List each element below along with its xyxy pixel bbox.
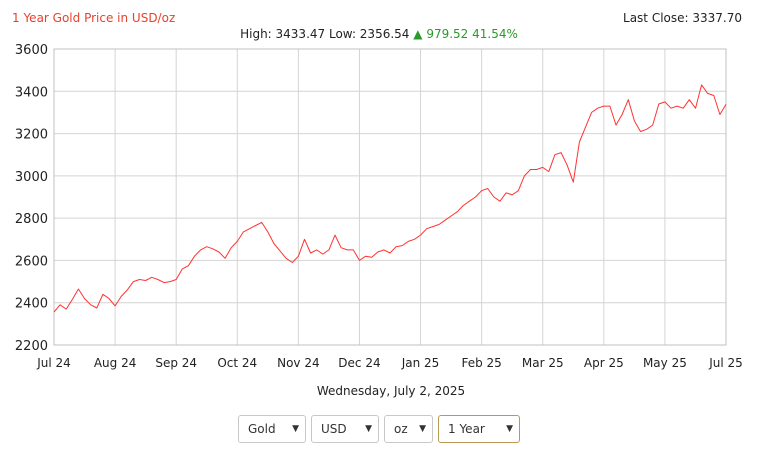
y-tick-label: 2200 <box>15 339 48 354</box>
period-select[interactable]: 1 Year ▼ <box>438 415 520 443</box>
x-axis: Jul 24 Aug 24 Sep 24 Oct 24 Nov 24 Dec 24 Jan … <box>36 356 743 370</box>
x-tick-label: Jul 24 <box>36 356 71 370</box>
up-arrow-icon: ▲ <box>413 27 423 41</box>
change-value: 979.52 41.54% <box>426 27 518 41</box>
unit-select-value: oz <box>394 422 408 436</box>
current-date: Wednesday, July 2, 2025 <box>316 384 466 398</box>
x-tick-label: Dec 24 <box>338 356 380 370</box>
plot-border <box>53 48 727 346</box>
chevron-down-icon: ▼ <box>419 424 426 434</box>
chevron-down-icon: ▼ <box>292 424 299 434</box>
x-tick-label: Feb 25 <box>461 356 501 370</box>
y-tick-label: 3400 <box>15 85 48 100</box>
high-low-values: High: 3433.47 Low: 2356.54 <box>240 27 410 41</box>
high-low-summary: High: 3433.47 Low: 2356.54 ▲ 979.52 41.5… <box>0 27 758 41</box>
metal-select-value: Gold <box>248 422 276 436</box>
x-tick-label: Oct 24 <box>217 356 257 370</box>
x-tick-label: Apr 25 <box>584 356 624 370</box>
y-tick-label: 3000 <box>15 170 48 185</box>
chart-title: 1 Year Gold Price in USD/oz <box>12 11 176 25</box>
price-series-line <box>53 84 727 313</box>
x-tick-label: Sep 24 <box>155 356 197 370</box>
x-tick-label: Jul 25 <box>708 356 743 370</box>
y-tick-label: 3200 <box>15 128 48 143</box>
metal-select[interactable]: Gold ▼ <box>238 415 306 443</box>
x-tick-label: May 25 <box>643 356 687 370</box>
y-tick-label: 2400 <box>15 297 48 312</box>
y-tick-label: 3600 <box>15 43 48 58</box>
y-tick-label: 2800 <box>15 212 48 227</box>
plot-area <box>53 84 727 313</box>
chart-controls: Gold ▼ USD ▼ oz ▼ 1 Year ▼ <box>238 415 520 443</box>
x-tick-label: Mar 25 <box>522 356 564 370</box>
y-axis: 2200 2400 2600 2800 3000 3200 3400 3600 <box>15 43 48 354</box>
chevron-down-icon: ▼ <box>506 424 513 434</box>
period-select-value: 1 Year <box>448 422 485 436</box>
unit-select[interactable]: oz ▼ <box>384 415 433 443</box>
x-tick-label: Aug 24 <box>94 356 137 370</box>
x-tick-label: Nov 24 <box>277 356 320 370</box>
x-tick-label: Jan 25 <box>401 356 440 370</box>
last-close: Last Close: 3337.70 <box>623 11 742 25</box>
currency-select-value: USD <box>321 422 347 436</box>
currency-select[interactable]: USD ▼ <box>311 415 379 443</box>
grid <box>53 48 727 346</box>
y-tick-label: 2600 <box>15 254 48 269</box>
chevron-down-icon: ▼ <box>365 424 372 434</box>
